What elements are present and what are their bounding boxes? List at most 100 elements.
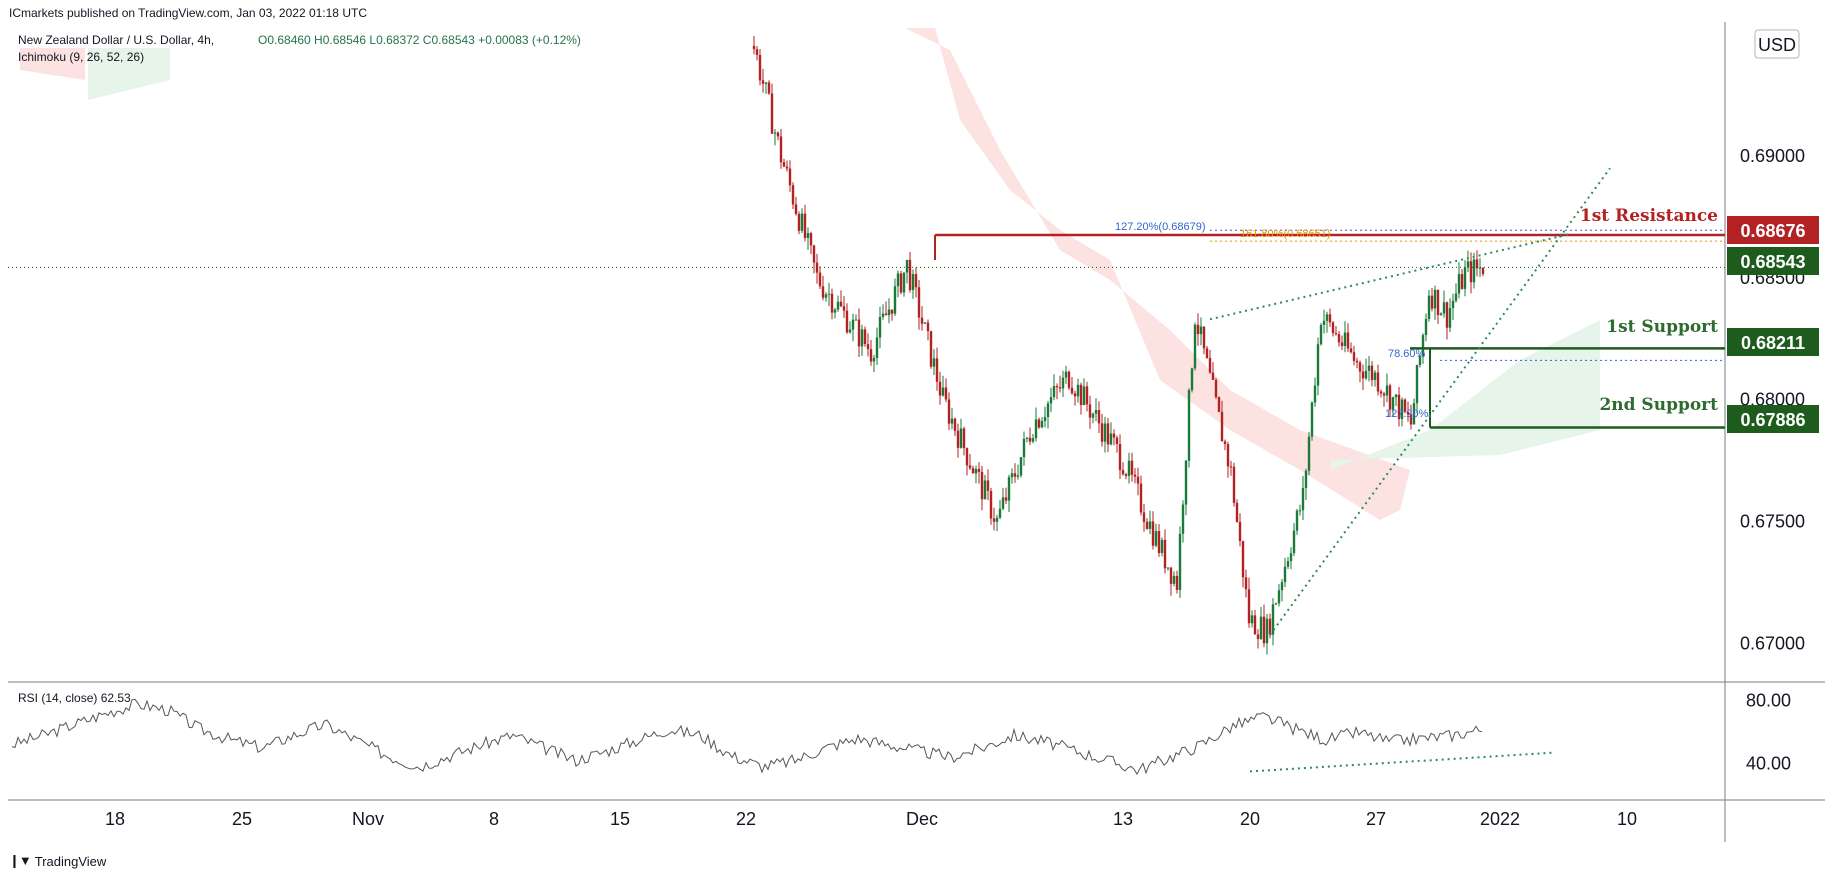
- candle-body: [1352, 352, 1356, 361]
- candle-body: [1421, 335, 1425, 357]
- candle-body: [758, 54, 762, 81]
- candle-body: [1445, 302, 1449, 328]
- candle-body: [1370, 365, 1374, 380]
- candle-body: [1040, 420, 1044, 428]
- candle-body: [1247, 589, 1251, 624]
- candle-body: [800, 213, 804, 231]
- candle-body: [941, 387, 945, 396]
- support2-price: 0.67886: [1740, 410, 1805, 430]
- candle-body: [1046, 403, 1050, 418]
- candle-body: [1403, 399, 1407, 412]
- candle-body: [1190, 368, 1194, 391]
- candle-body: [1169, 567, 1173, 584]
- candle-body: [839, 301, 843, 307]
- candle-body: [998, 508, 1002, 518]
- candle-body: [953, 418, 957, 431]
- candle-body: [1139, 483, 1143, 513]
- candle-body: [854, 319, 858, 321]
- candle-body: [1166, 567, 1170, 569]
- support1-price: 0.68211: [1741, 333, 1805, 353]
- support1-price-tag: [1727, 328, 1819, 356]
- candle-body: [1292, 530, 1296, 554]
- candle-body: [1349, 348, 1353, 353]
- candle-body: [1346, 332, 1350, 349]
- candle-body: [1367, 365, 1371, 371]
- candle-body: [920, 317, 924, 324]
- candle-body: [911, 274, 915, 291]
- candle-body: [1262, 616, 1266, 644]
- candle-body: [1232, 466, 1236, 503]
- candle-body: [1316, 344, 1320, 386]
- candle-body: [1412, 403, 1416, 425]
- candle-body: [1406, 411, 1410, 415]
- candle-body: [1064, 371, 1068, 378]
- candle-body: [866, 344, 870, 350]
- candle-body: [1127, 460, 1131, 476]
- bull-cloud-left: [88, 48, 170, 100]
- candle-body: [902, 272, 906, 293]
- candle-body: [797, 213, 801, 231]
- candle-body: [845, 310, 849, 333]
- candle-body: [1034, 419, 1038, 439]
- candle-body: [1478, 267, 1482, 269]
- candle-body: [1088, 404, 1092, 418]
- candle-body: [887, 309, 891, 316]
- candle-body: [884, 313, 888, 316]
- candle-body: [1475, 259, 1479, 269]
- candle-body: [1313, 385, 1317, 403]
- candle-body: [944, 387, 948, 400]
- candle-body: [1118, 444, 1122, 471]
- bear-cloud: [905, 28, 1410, 520]
- candle-body: [1154, 531, 1158, 546]
- candle-body: [938, 381, 942, 396]
- candle-body: [1226, 444, 1230, 467]
- candle-body: [1358, 362, 1362, 372]
- candle-body: [1334, 333, 1338, 335]
- candle-body: [1148, 521, 1152, 529]
- candle-body: [1298, 510, 1302, 512]
- candle-body: [1241, 541, 1245, 578]
- candle-body: [776, 132, 780, 137]
- candle-body: [1058, 387, 1062, 389]
- candle-body: [1091, 413, 1095, 418]
- support2-price-tag: [1727, 405, 1819, 433]
- candle-body: [869, 349, 873, 362]
- candle-body: [809, 233, 813, 246]
- symbol-legend: New Zealand Dollar / U.S. Dollar, 4h,: [18, 33, 214, 47]
- rsi-line: [11, 698, 1483, 776]
- candle-body: [788, 168, 792, 186]
- candle-body: [1205, 348, 1209, 358]
- current-price: 0.68543: [1740, 252, 1805, 272]
- rsi-tick-label: 40.00: [1746, 754, 1791, 774]
- candle-body: [968, 465, 972, 469]
- candle-body: [932, 358, 936, 367]
- candle-body: [1157, 531, 1161, 553]
- rsi-trendline: [1249, 751, 1556, 773]
- candle-body: [1124, 474, 1128, 476]
- candle-body: [830, 293, 834, 313]
- bear-cloud-left: [20, 48, 85, 80]
- candle-body: [1442, 302, 1446, 314]
- candle-body: [1427, 295, 1431, 319]
- candle-body: [1436, 289, 1440, 316]
- candle-body: [1094, 409, 1098, 414]
- candle-body: [1364, 370, 1368, 379]
- candle-body: [1085, 386, 1089, 405]
- candle-body: [1268, 618, 1272, 635]
- candle-body: [770, 93, 774, 134]
- candle-body: [1355, 360, 1359, 363]
- candle-body: [1397, 394, 1401, 420]
- currency-badge[interactable]: [1754, 29, 1800, 59]
- candle-body: [977, 468, 981, 472]
- candle-body: [1097, 409, 1101, 424]
- candle-body: [1235, 502, 1239, 522]
- candle-body: [1199, 326, 1203, 335]
- candle-body: [914, 274, 918, 288]
- rsi-series: 80.00 40.00: [11, 691, 1791, 776]
- x-tick-label: Dec: [906, 809, 938, 829]
- candle-body: [1253, 615, 1257, 635]
- candle-body: [1178, 533, 1182, 590]
- resistance-price-tag: [1727, 216, 1819, 244]
- candle-body: [1214, 379, 1218, 398]
